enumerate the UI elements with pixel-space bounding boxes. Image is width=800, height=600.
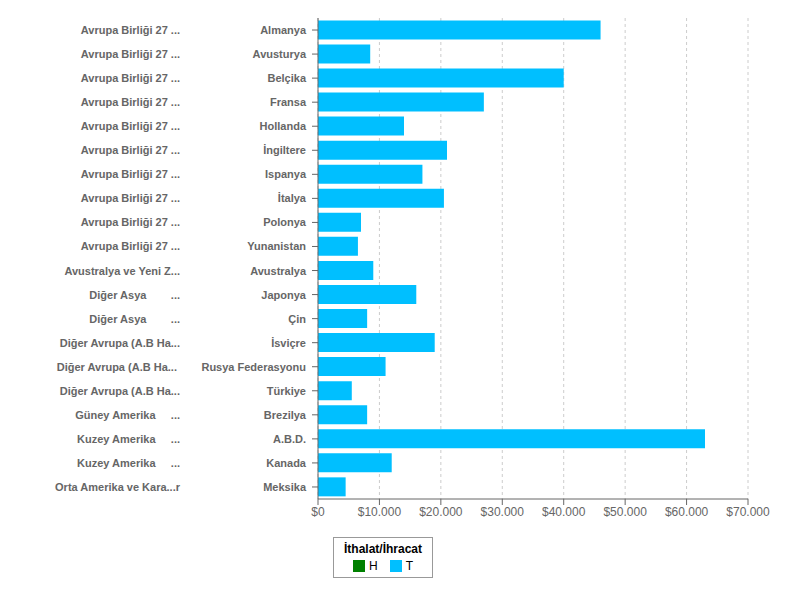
svg-text:Kuzey Amerika ...: Kuzey Amerika ... [77,457,180,469]
svg-text:Avrupa Birliği 27 ...: Avrupa Birliği 27 ... [81,144,180,156]
svg-text:Avrupa Birliği 27 ...: Avrupa Birliği 27 ... [81,216,180,228]
svg-text:Diğer Avrupa (A.B Ha...: Diğer Avrupa (A.B Ha... [60,385,180,397]
svg-text:Avrupa Birliği 27 ...: Avrupa Birliği 27 ... [81,48,180,60]
svg-text:Ispanya: Ispanya [265,168,307,180]
svg-text:Avusturya: Avusturya [253,48,307,60]
svg-text:Japonya: Japonya [261,289,307,301]
svg-text:Rusya Federasyonu: Rusya Federasyonu [201,361,306,373]
svg-text:Avrupa Birliği 27 ...: Avrupa Birliği 27 ... [81,24,180,36]
svg-text:Belçika: Belçika [267,72,306,84]
svg-text:Meksika: Meksika [263,481,307,493]
svg-text:Çin: Çin [288,313,306,325]
svg-text:$10.000: $10.000 [358,505,402,519]
svg-text:$30.000: $30.000 [481,505,525,519]
svg-text:Kuzey Amerika ...: Kuzey Amerika ... [77,433,180,445]
html-text:T: T [405,559,413,573]
svg-text:Avrupa Birliği 27 ...: Avrupa Birliği 27 ... [81,168,180,180]
html-text:İthalat/İhracat: İthalat/İhracat [344,542,422,556]
svg-text:Kanada: Kanada [266,457,307,469]
svg-text:Yunanistan: Yunanistan [247,240,306,252]
svg-text:$20.000: $20.000 [419,505,463,519]
svg-text:İtalya: İtalya [278,192,307,204]
svg-text:Türkiye: Türkiye [267,385,306,397]
svg-text:Almanya: Almanya [260,24,307,36]
svg-text:Polonya: Polonya [263,216,307,228]
svg-text:İsviçre: İsviçre [271,337,306,349]
svg-text:$70.000: $70.000 [726,505,770,519]
html-text:H: H [369,559,378,573]
svg-text:$60.000: $60.000 [665,505,709,519]
svg-text:Hollanda: Hollanda [260,120,307,132]
svg-text:Güney Amerika ...: Güney Amerika ... [75,409,180,421]
svg-text:A.B.D.: A.B.D. [273,433,306,445]
svg-text:Diğer Avrupa (A.B Ha...: Diğer Avrupa (A.B Ha... [60,337,180,349]
svg-text:Brezilya: Brezilya [264,409,307,421]
svg-text:Avrupa Birliği 27 ...: Avrupa Birliği 27 ... [81,240,180,252]
svg-text:Diğer Avrupa (A.B Ha...: Diğer Avrupa (A.B Ha... [57,361,180,373]
svg-text:Avustralya: Avustralya [250,265,307,277]
svg-text:$0: $0 [311,505,325,519]
svg-text:Avrupa Birliği 27 ...: Avrupa Birliği 27 ... [81,72,180,84]
svg-text:İngiltere: İngiltere [263,144,306,156]
svg-text:$40.000: $40.000 [542,505,586,519]
svg-text:Avrupa Birliği 27 ...: Avrupa Birliği 27 ... [81,120,180,132]
svg-text:$50.000: $50.000 [603,505,647,519]
svg-text:Avrupa Birliği 27 ...: Avrupa Birliği 27 ... [81,192,180,204]
svg-text:Diğer Asya ...: Diğer Asya ... [89,313,180,325]
svg-text:Avrupa Birliği 27 ...: Avrupa Birliği 27 ... [81,96,180,108]
svg-text:Diğer Asya ...: Diğer Asya ... [89,289,180,301]
svg-text:Orta Amerika ve Kara...r: Orta Amerika ve Kara...r [55,481,181,493]
svg-text:Fransa: Fransa [270,96,307,108]
svg-text:Avustralya ve Yeni Z...: Avustralya ve Yeni Z... [64,265,180,277]
